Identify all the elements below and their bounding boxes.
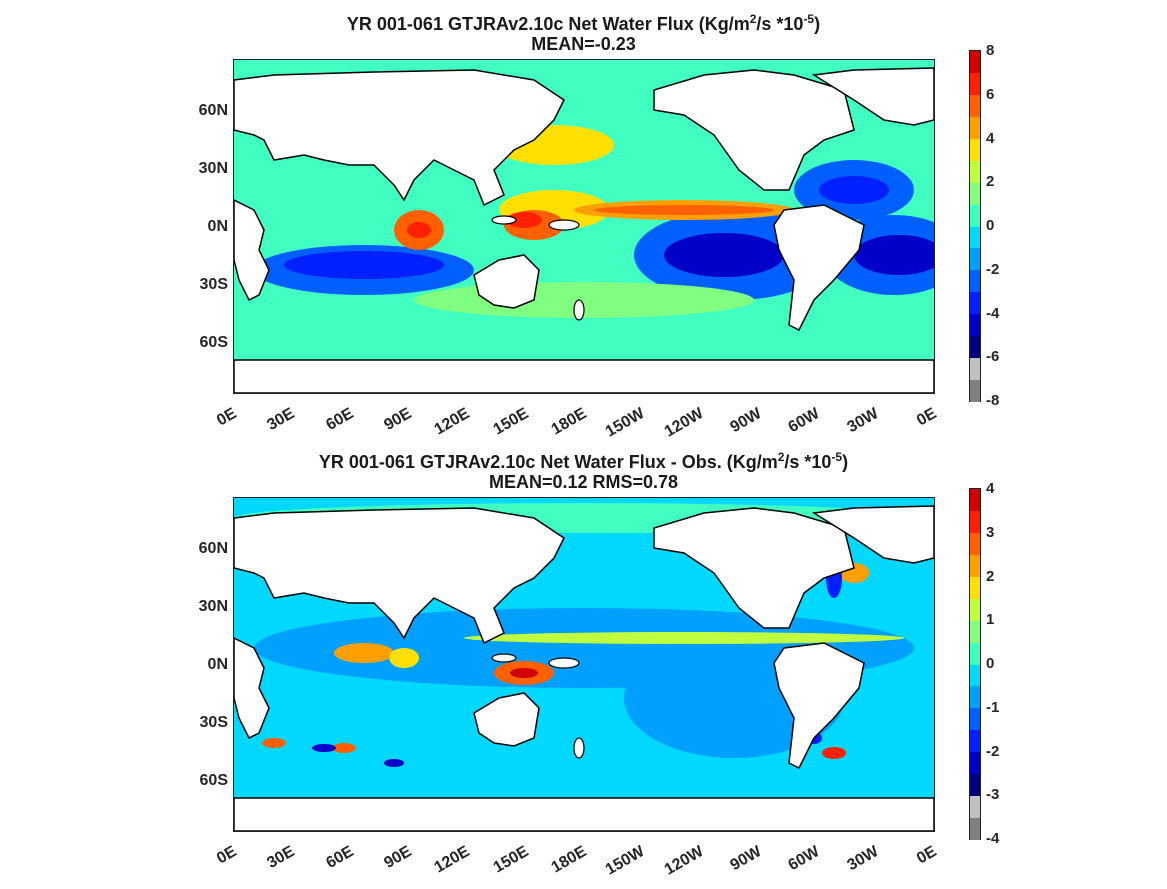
- colorbar-tick-label: 2: [986, 173, 995, 191]
- colorbar-tick-label: 4: [986, 480, 995, 497]
- colorbar-segment: [970, 489, 980, 512]
- lon-label-1: 30E: [264, 843, 298, 872]
- lon-label-11: 30W: [844, 405, 882, 437]
- colorbar-segment: [970, 576, 980, 599]
- panel2-lat-label-30n: 30N: [198, 598, 228, 615]
- panel1-colorbar: [969, 50, 981, 402]
- colorbar-tick-label: 0: [986, 217, 995, 234]
- colorbar-tick-label: 3: [986, 523, 995, 541]
- colorbar-segment: [970, 773, 980, 796]
- lon-label-12: 0E: [914, 843, 940, 868]
- colorbar-segment: [970, 510, 980, 534]
- lon-label-2: 60E: [323, 405, 357, 434]
- panel2-lat-label-30s: 30S: [199, 714, 228, 731]
- lon-label-5: 150E: [490, 405, 532, 439]
- colorbar-tick-label: -4: [986, 830, 1000, 847]
- lon-label-0: 0E: [214, 843, 240, 868]
- colorbar-tick-label: 1: [986, 611, 995, 629]
- colorbar-segment: [970, 291, 980, 314]
- colorbar-segment: [970, 707, 980, 731]
- colorbar-segment: [970, 182, 980, 205]
- colorbar-tick-label: -3: [986, 786, 1000, 804]
- colorbar-tick-label: -6: [986, 348, 1000, 366]
- lon-label-1: 30E: [264, 405, 298, 434]
- colorbar-segment: [970, 94, 980, 118]
- lon-label-2: 60E: [323, 843, 357, 872]
- panel1-map-svg: [234, 60, 934, 393]
- panel1-map: [233, 59, 935, 394]
- panel2-itcz-anomaly: [464, 632, 904, 644]
- colorbar-segment: [970, 247, 980, 271]
- panel2-map-svg: [234, 498, 934, 831]
- panel2-lat-label-60s: 60S: [199, 772, 228, 789]
- colorbar-tick-label: 4: [986, 129, 995, 147]
- colorbar-tick-label: -1: [986, 698, 1000, 716]
- lon-label-3: 90E: [381, 843, 415, 872]
- lon-label-4: 120E: [431, 843, 473, 877]
- colorbar-segment: [970, 51, 980, 74]
- panel1-lat-label-60n: 60N: [198, 102, 228, 119]
- panel2-subtitle: MEAN=0.12 RMS=0.78: [488, 472, 679, 492]
- lon-label-7: 150W: [603, 843, 648, 879]
- panel1-lat-label-0n: 0N: [207, 218, 228, 235]
- colorbar-segment: [970, 729, 980, 752]
- colorbar-segment: [970, 751, 980, 774]
- lon-label-0: 0E: [214, 405, 240, 430]
- colorbar-segment: [970, 620, 980, 643]
- panel2-map: [233, 497, 935, 832]
- lon-label-9: 90W: [727, 843, 765, 875]
- panel1-lat-label-30s: 30S: [199, 276, 228, 293]
- lon-label-6: 180E: [548, 843, 590, 877]
- colorbar-segment: [970, 116, 980, 139]
- lon-label-6: 180E: [548, 405, 590, 439]
- colorbar-tick-label: 6: [986, 85, 995, 103]
- lon-label-9: 90W: [727, 405, 765, 437]
- panel2-lat-label-0n: 0N: [207, 656, 228, 673]
- colorbar-segment: [970, 685, 980, 709]
- colorbar-segment: [970, 269, 980, 293]
- lon-label-5: 150E: [490, 843, 532, 877]
- colorbar-segment: [970, 598, 980, 621]
- panel1-title: YR 001-061 GTJRAv2.10c Net Water Flux (K…: [346, 12, 821, 34]
- panel1-lat-label-30n: 30N: [198, 160, 228, 177]
- colorbar-segment: [970, 138, 980, 161]
- lon-label-7: 150W: [603, 405, 648, 441]
- lon-label-10: 60W: [785, 405, 823, 437]
- colorbar-tick-label: 8: [986, 42, 995, 59]
- lon-label-10: 60W: [785, 843, 823, 875]
- lon-label-8: 120W: [661, 405, 707, 441]
- colorbar-segment: [970, 642, 980, 665]
- colorbar-tick-label: -8: [986, 392, 1000, 409]
- panel1-subtitle: MEAN=-0.23: [531, 34, 636, 54]
- lon-label-12: 0E: [914, 405, 940, 430]
- colorbar-segment: [970, 817, 980, 840]
- colorbar-segment: [970, 313, 980, 336]
- panel2-lat-label-60n: 60N: [198, 540, 228, 557]
- colorbar-segment: [970, 204, 980, 227]
- panel2-continents: [234, 505, 934, 831]
- colorbar-segment: [970, 379, 980, 402]
- colorbar-segment: [970, 335, 980, 358]
- colorbar-segment: [970, 357, 980, 380]
- colorbar-segment: [970, 532, 980, 556]
- colorbar-segment: [970, 554, 980, 577]
- colorbar-segment: [970, 160, 980, 183]
- colorbar-segment: [970, 664, 980, 687]
- colorbar-segment: [970, 226, 980, 249]
- lon-label-8: 120W: [661, 843, 707, 879]
- panel2-colorbar: [969, 488, 981, 840]
- colorbar-segment: [970, 795, 980, 818]
- colorbar-tick-label: 2: [986, 567, 995, 585]
- panel2-title: YR 001-061 GTJRAv2.10c Net Water Flux - …: [318, 450, 849, 472]
- colorbar-tick-label: 0: [986, 655, 995, 672]
- lon-label-11: 30W: [844, 843, 882, 875]
- colorbar-tick-label: -4: [986, 304, 1000, 322]
- colorbar-tick-label: -2: [986, 260, 1000, 278]
- colorbar-tick-label: -2: [986, 742, 1000, 760]
- lon-label-4: 120E: [431, 405, 473, 439]
- lon-label-3: 90E: [381, 405, 415, 434]
- panel1-continents: [234, 67, 934, 393]
- colorbar-segment: [970, 72, 980, 96]
- panel1-lat-label-60s: 60S: [199, 334, 228, 351]
